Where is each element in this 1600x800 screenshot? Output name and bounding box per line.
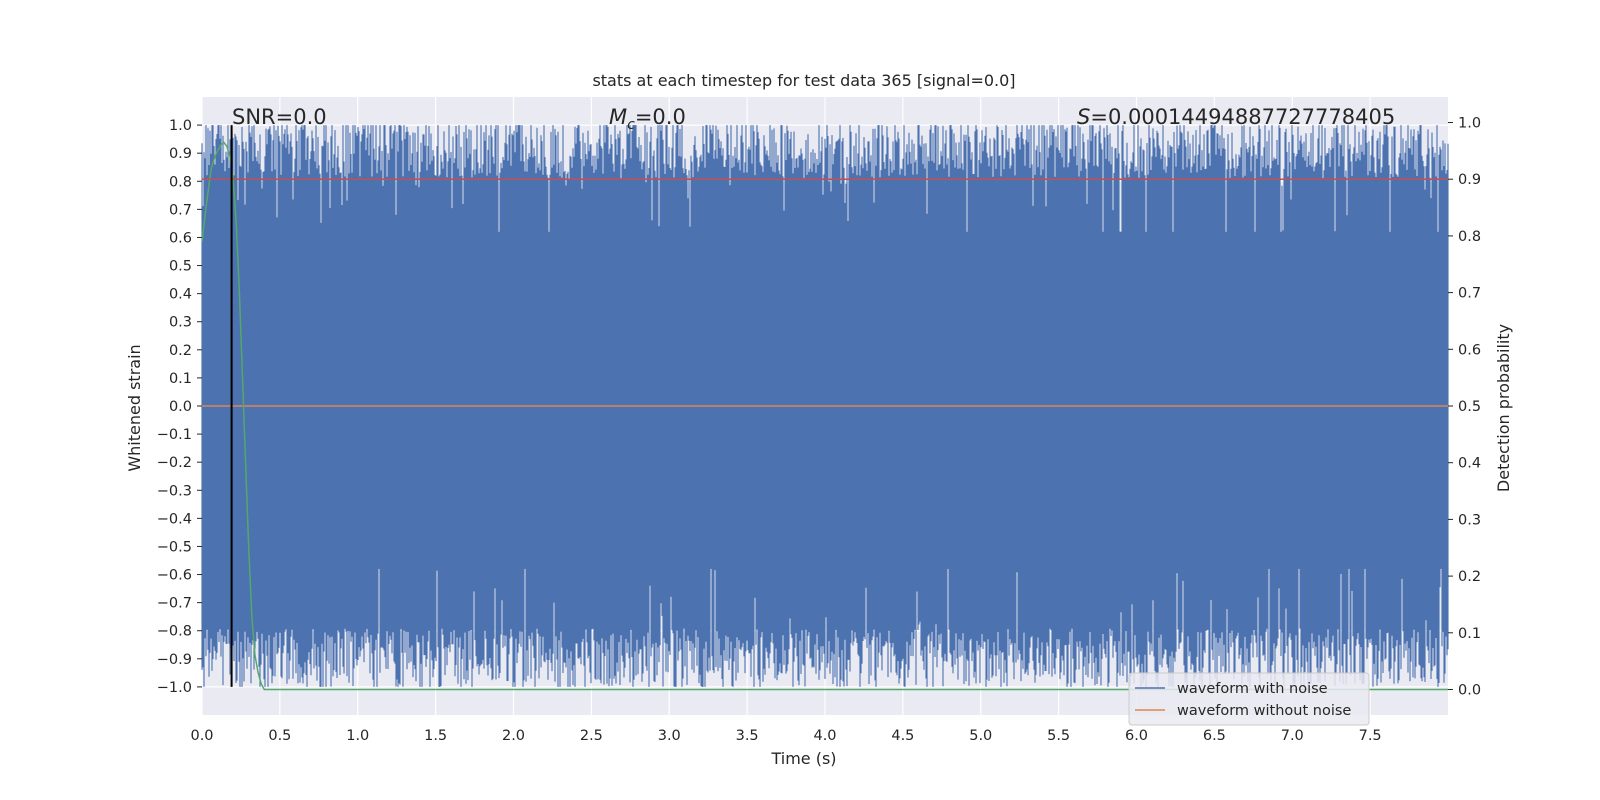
- mc-symbol: M: [609, 105, 627, 129]
- y-tick-label: −0.2: [157, 455, 192, 471]
- right-y-tick-label: 0.0: [1458, 682, 1481, 698]
- x-axis-label: Time (s): [770, 749, 836, 768]
- y-tick-label: 0.4: [169, 287, 192, 303]
- y-tick-label: 0.5: [169, 259, 192, 275]
- x-tick-label: 7.5: [1359, 728, 1382, 744]
- x-tick-label: 4.0: [813, 728, 836, 744]
- x-tick-label: 3.5: [736, 728, 759, 744]
- x-tick-label: 1.5: [424, 728, 447, 744]
- snr-annotation: SNR=0.0: [232, 105, 327, 129]
- legend-box: [1128, 672, 1370, 726]
- y-tick-label: −0.9: [157, 652, 192, 668]
- right-y-tick-label: 0.3: [1458, 512, 1481, 528]
- series-line-2: [201, 141, 1448, 691]
- mc-annotation: Mc=0.0: [609, 105, 686, 133]
- x-tick-label: 2.0: [502, 728, 525, 744]
- right-y-tick-label: 0.2: [1458, 569, 1481, 585]
- right-y-axis-label: Detection probability: [1494, 324, 1513, 492]
- right-y-tick-label: 0.9: [1458, 172, 1481, 188]
- s-value: =0.00014494887727778405: [1090, 105, 1395, 129]
- x-tick-label: 4.5: [891, 728, 914, 744]
- y-tick-label: 0.7: [169, 202, 192, 218]
- y-tick-label: 0.9: [169, 146, 192, 162]
- s-symbol: S: [1077, 105, 1090, 129]
- mc-subscript: c: [627, 117, 635, 133]
- line-series: [201, 125, 1448, 691]
- x-tick-label: 0.5: [268, 728, 291, 744]
- y-tick-label: −0.3: [157, 483, 192, 499]
- y-tick-labels: 1.0 0.9 0.8 0.7 0.6 0.5 0.4 0.3 0.2 0.1 0.0 −0.1 −0.…: [157, 118, 202, 696]
- y-tick-label: 0.3: [169, 315, 192, 331]
- y-tick-label: 0.6: [169, 230, 192, 246]
- right-y-tick-label: 0.8: [1458, 229, 1481, 245]
- mc-value: =0.0: [635, 105, 686, 129]
- right-y-tick-labels: 1.0 0.9 0.8 0.7 0.6 0.5 0.4 0.3 0.2 0.1 0.0: [1448, 116, 1481, 698]
- right-y-tick-label: 0.5: [1458, 399, 1481, 415]
- legend-label-clean: waveform without noise: [1177, 703, 1351, 719]
- legend-label-noisy: waveform with noise: [1177, 681, 1328, 697]
- y-tick-label: 0.2: [169, 343, 192, 359]
- right-y-tick-label: 0.4: [1458, 456, 1481, 472]
- x-tick-label: 2.5: [580, 728, 603, 744]
- right-y-tick-label: 1.0: [1458, 116, 1481, 132]
- x-tick-label: 1.0: [346, 728, 369, 744]
- x-tick-label: 3.0: [658, 728, 681, 744]
- x-tick-label: 6.5: [1203, 728, 1226, 744]
- y-tick-label: 0.0: [169, 399, 192, 415]
- x-tick-label: 0.0: [190, 728, 213, 744]
- x-tick-label: 6.0: [1125, 728, 1148, 744]
- x-tick-label: 5.0: [969, 728, 992, 744]
- y-tick-label: −0.8: [157, 624, 192, 640]
- y-tick-label: −0.7: [157, 596, 192, 612]
- y-tick-label: −0.5: [157, 539, 192, 555]
- y-tick-label: −0.6: [157, 568, 192, 584]
- y-tick-label: 1.0: [169, 118, 192, 134]
- y-tick-label: 0.8: [169, 174, 192, 190]
- chart-title: stats at each timestep for test data 365…: [592, 71, 1015, 90]
- right-y-tick-label: 0.7: [1458, 286, 1481, 302]
- s-annotation: S=0.00014494887727778405: [1077, 105, 1395, 129]
- y-axis-label: Whitened strain: [125, 344, 144, 471]
- x-tick-label: 5.5: [1047, 728, 1070, 744]
- legend: waveform with noise waveform without noi…: [1128, 672, 1370, 726]
- y-tick-label: −1.0: [157, 680, 192, 696]
- y-tick-label: −0.4: [157, 511, 192, 527]
- right-y-tick-label: 0.1: [1458, 626, 1481, 642]
- y-tick-label: −0.1: [157, 427, 192, 443]
- y-tick-label: 0.1: [169, 371, 192, 387]
- right-y-tick-label: 0.6: [1458, 342, 1481, 358]
- noisy-waveform-series: [201, 125, 1449, 687]
- x-tick-labels: 0.0 0.5 1.0 1.5 2.0 2.5 3.0 3.5 4.0 4.5 5.0 5.5 6.0 6…: [190, 728, 1381, 744]
- x-tick-label: 7.0: [1281, 728, 1304, 744]
